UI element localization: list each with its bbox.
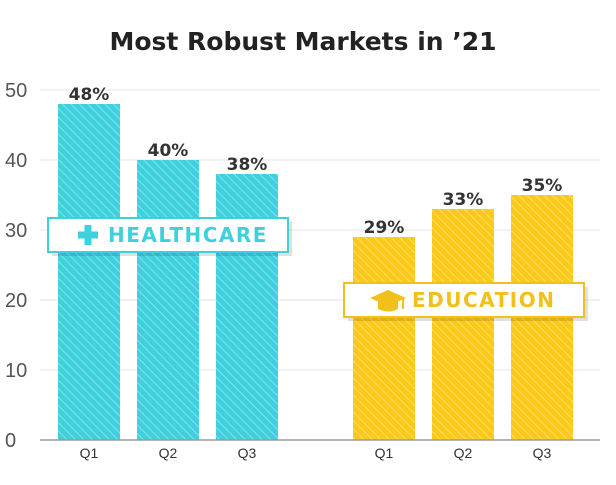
plus-icon — [78, 225, 98, 245]
series-tags: HEALTHCARE EDUCATION — [47, 217, 588, 321]
series-name: EDUCATION — [412, 288, 555, 312]
x-tick-label: Q3 — [238, 445, 257, 461]
series-name: HEALTHCARE — [108, 223, 268, 247]
chart-title: Most Robust Markets in ’21 — [109, 27, 496, 56]
data-label: 33% — [443, 190, 484, 210]
x-tick-label: Q2 — [454, 445, 473, 461]
x-tick-label: Q1 — [375, 445, 394, 461]
bar-education-q1 — [353, 237, 415, 440]
bars: 48% Q1 40% Q2 38% Q3 29% Q1 33% Q2 35% Q3 — [58, 85, 573, 461]
bar-healthcare-q2 — [137, 160, 199, 440]
bar-healthcare-q1 — [58, 104, 120, 440]
data-label: 29% — [364, 218, 405, 238]
data-label: 40% — [148, 141, 189, 161]
y-tick-label: 0 — [5, 430, 16, 452]
y-axis: 0 10 20 30 40 50 — [5, 80, 27, 452]
y-tick-label: 10 — [5, 360, 27, 382]
graduation-cap-icon — [370, 290, 406, 312]
bar-education-q2 — [432, 209, 494, 440]
y-tick-label: 50 — [5, 80, 27, 102]
bar-healthcare-q3 — [216, 174, 278, 440]
data-label: 48% — [69, 85, 110, 105]
x-tick-label: Q3 — [533, 445, 552, 461]
x-tick-label: Q2 — [159, 445, 178, 461]
data-label: 35% — [522, 176, 563, 196]
x-tick-label: Q1 — [80, 445, 99, 461]
series-tag-education: EDUCATION — [343, 282, 588, 321]
y-tick-label: 40 — [5, 150, 27, 172]
y-tick-label: 20 — [5, 290, 27, 312]
y-tick-label: 30 — [5, 220, 27, 242]
data-label: 38% — [227, 155, 268, 175]
series-tag-healthcare: HEALTHCARE — [47, 217, 292, 256]
